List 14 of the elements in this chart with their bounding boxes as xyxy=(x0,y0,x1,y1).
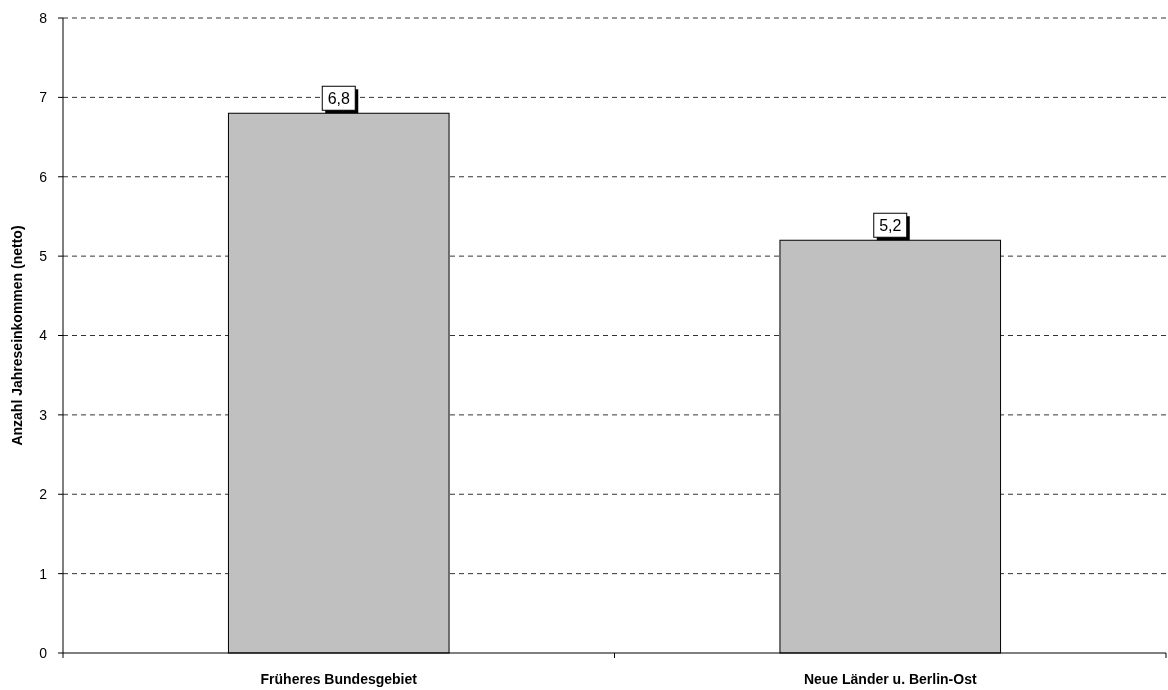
y-tick-label: 4 xyxy=(39,327,48,344)
y-tick-label: 2 xyxy=(39,486,48,503)
y-tick-label: 1 xyxy=(39,565,48,582)
y-tick-label: 7 xyxy=(39,89,48,106)
data-label: 6,8 xyxy=(327,89,350,107)
y-tick-label: 5 xyxy=(39,248,48,265)
y-tick-label: 3 xyxy=(39,406,48,423)
y-axis-title: Anzahl Jahreseinkommen (netto) xyxy=(9,225,25,446)
y-tick-label: 8 xyxy=(39,9,48,26)
x-tick-label: Neue Länder u. Berlin-Ost xyxy=(803,671,977,687)
y-tick-label: 0 xyxy=(39,644,48,661)
x-tick-label: Früheres Bundesgebiet xyxy=(260,671,418,687)
data-label: 5,2 xyxy=(879,216,902,234)
y-tick-label: 6 xyxy=(39,168,48,185)
